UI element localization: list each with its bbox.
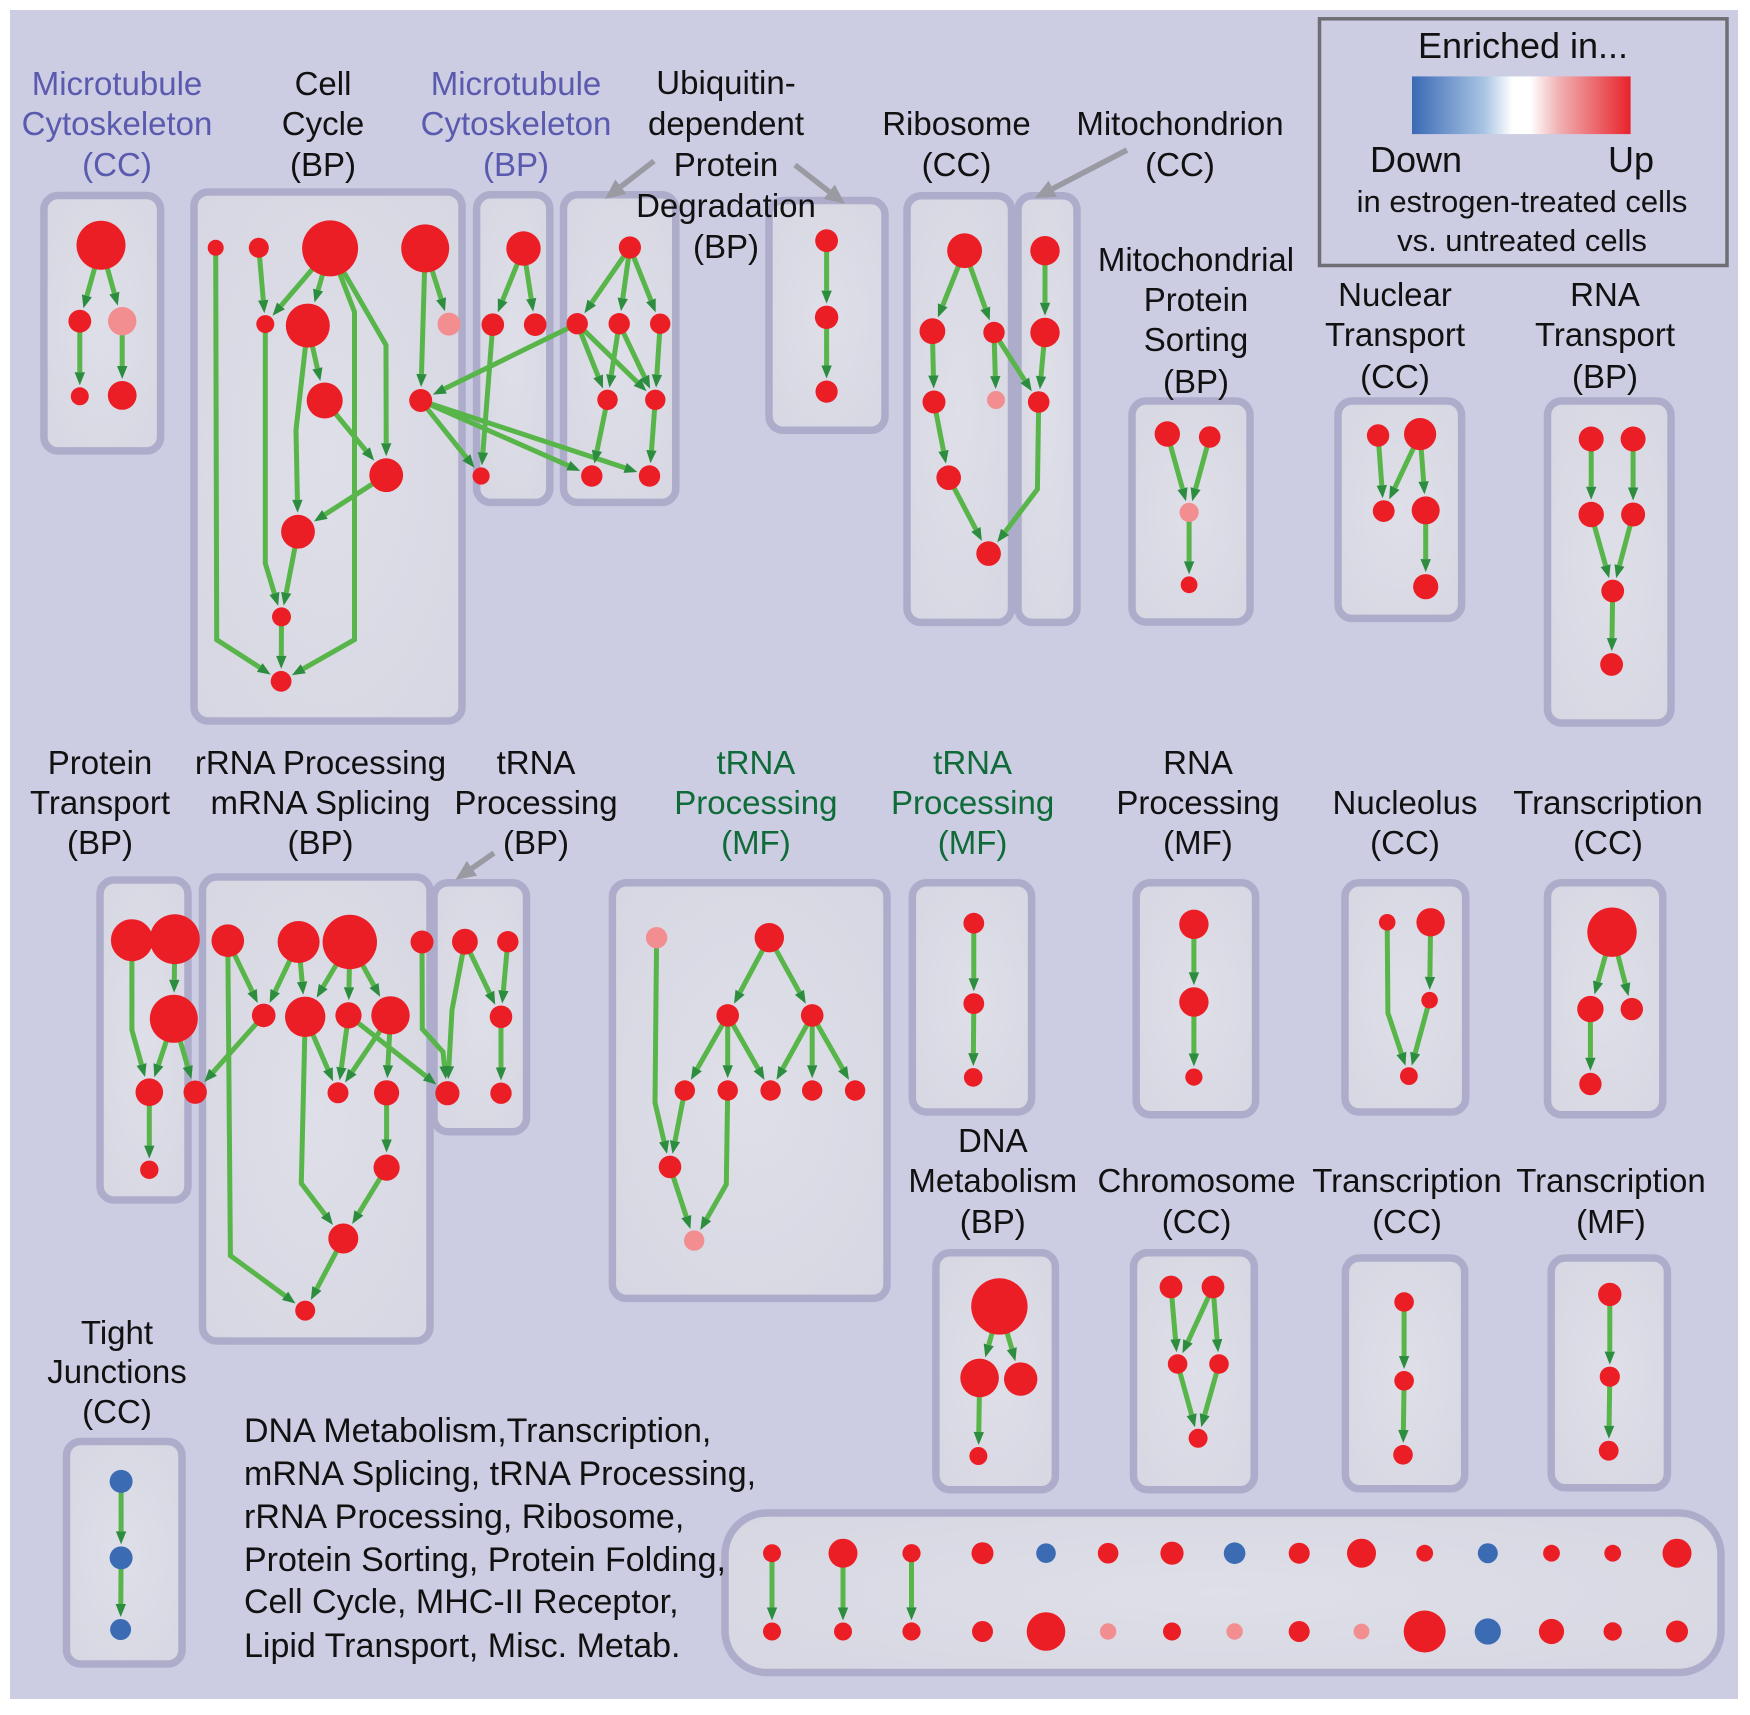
- svg-text:Microtubule: Microtubule: [431, 65, 602, 102]
- svg-text:Transcription: Transcription: [1516, 1162, 1706, 1199]
- svg-text:(CC): (CC): [1162, 1203, 1232, 1240]
- svg-text:(CC): (CC): [82, 1393, 152, 1430]
- svg-text:Mitochondrion: Mitochondrion: [1076, 105, 1283, 142]
- svg-text:Processing: Processing: [454, 784, 617, 821]
- svg-text:tRNA: tRNA: [497, 744, 576, 781]
- svg-text:(MF): (MF): [1576, 1203, 1646, 1240]
- svg-text:Metabolism: Metabolism: [908, 1162, 1077, 1199]
- svg-text:tRNA: tRNA: [933, 744, 1012, 781]
- svg-text:Processing: Processing: [1116, 784, 1279, 821]
- svg-text:(BP): (BP): [960, 1203, 1026, 1240]
- svg-text:Processing: Processing: [674, 784, 837, 821]
- svg-text:Mitochondrial: Mitochondrial: [1098, 241, 1294, 278]
- svg-text:Nuclear: Nuclear: [1338, 276, 1452, 313]
- svg-text:Transport: Transport: [1325, 316, 1465, 353]
- svg-text:(CC): (CC): [1370, 824, 1440, 861]
- svg-text:(CC): (CC): [82, 146, 152, 183]
- svg-text:(BP): (BP): [290, 146, 356, 183]
- svg-text:Ubiquitin-: Ubiquitin-: [656, 64, 795, 101]
- svg-text:DNA Metabolism,Transcription,: DNA Metabolism,Transcription,: [244, 1412, 711, 1450]
- svg-text:Chromosome: Chromosome: [1098, 1162, 1296, 1199]
- svg-text:Junctions: Junctions: [47, 1353, 186, 1390]
- svg-text:(MF): (MF): [721, 824, 791, 861]
- svg-text:(CC): (CC): [922, 146, 992, 183]
- svg-text:RNA: RNA: [1570, 276, 1640, 313]
- svg-text:(BP): (BP): [1163, 363, 1229, 400]
- svg-text:(MF): (MF): [1163, 824, 1233, 861]
- svg-text:(CC): (CC): [1145, 146, 1215, 183]
- svg-text:Protein Sorting, Protein Foldi: Protein Sorting, Protein Folding,: [244, 1541, 726, 1579]
- svg-text:(BP): (BP): [693, 228, 759, 265]
- svg-text:Protein: Protein: [1144, 281, 1249, 318]
- svg-text:Microtubule: Microtubule: [32, 65, 203, 102]
- svg-text:in estrogen-treated cells: in estrogen-treated cells: [1357, 184, 1688, 219]
- svg-text:(BP): (BP): [1572, 358, 1638, 395]
- svg-text:Transcription: Transcription: [1513, 784, 1703, 821]
- svg-text:Cycle: Cycle: [282, 105, 365, 142]
- svg-text:Nucleolus: Nucleolus: [1333, 784, 1478, 821]
- svg-text:Enriched in...: Enriched in...: [1418, 25, 1628, 66]
- svg-text:mRNA Splicing: mRNA Splicing: [210, 784, 430, 821]
- svg-text:Cell: Cell: [295, 65, 352, 102]
- svg-text:RNA: RNA: [1163, 744, 1233, 781]
- svg-text:(CC): (CC): [1372, 1203, 1442, 1240]
- svg-text:Protein: Protein: [48, 744, 153, 781]
- svg-text:mRNA Splicing, tRNA Processing: mRNA Splicing, tRNA Processing,: [244, 1455, 756, 1493]
- svg-text:Processing: Processing: [891, 784, 1054, 821]
- svg-text:tRNA: tRNA: [716, 744, 795, 781]
- svg-text:rRNA Processing: rRNA Processing: [195, 744, 446, 781]
- svg-text:(BP): (BP): [67, 824, 133, 861]
- svg-text:Protein: Protein: [674, 146, 779, 183]
- svg-text:Transport: Transport: [1535, 316, 1675, 353]
- svg-text:Tight: Tight: [81, 1314, 153, 1351]
- svg-text:(MF): (MF): [938, 824, 1008, 861]
- svg-text:(BP): (BP): [288, 824, 354, 861]
- svg-text:(CC): (CC): [1360, 358, 1430, 395]
- svg-text:Cell Cycle, MHC-II Receptor,: Cell Cycle, MHC-II Receptor,: [244, 1583, 679, 1621]
- svg-text:DNA: DNA: [958, 1122, 1028, 1159]
- svg-text:Cytoskeleton: Cytoskeleton: [22, 105, 213, 142]
- svg-text:(BP): (BP): [483, 146, 549, 183]
- svg-text:dependent: dependent: [648, 105, 804, 142]
- svg-text:Ribosome: Ribosome: [882, 105, 1031, 142]
- svg-text:Up: Up: [1608, 139, 1654, 180]
- svg-text:Lipid Transport, Misc. Metab.: Lipid Transport, Misc. Metab.: [244, 1627, 681, 1665]
- svg-text:(BP): (BP): [503, 824, 569, 861]
- svg-text:Cytoskeleton: Cytoskeleton: [421, 105, 612, 142]
- svg-text:Down: Down: [1370, 139, 1462, 180]
- svg-text:Transport: Transport: [30, 784, 170, 821]
- svg-text:Sorting: Sorting: [1144, 321, 1249, 358]
- svg-text:Degradation: Degradation: [636, 187, 816, 224]
- svg-text:vs. untreated cells: vs. untreated cells: [1397, 223, 1647, 258]
- svg-text:Transcription: Transcription: [1312, 1162, 1502, 1199]
- svg-text:(CC): (CC): [1573, 824, 1643, 861]
- svg-text:rRNA Processing, Ribosome,: rRNA Processing, Ribosome,: [244, 1498, 684, 1536]
